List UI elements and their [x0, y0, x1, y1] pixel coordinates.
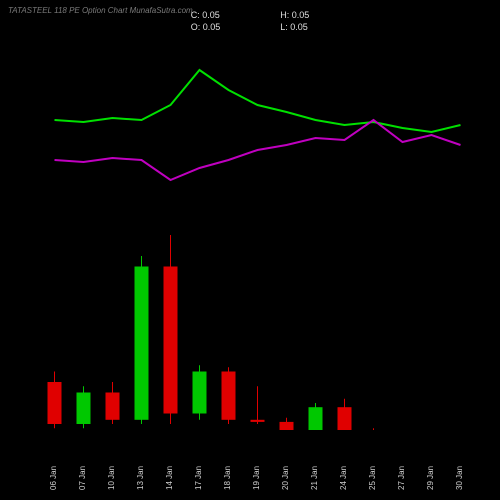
x-axis-label: 07 Jan: [78, 466, 87, 490]
ohlc-close: C: 0.05: [191, 10, 221, 20]
candle-body: [193, 372, 207, 414]
x-axis-label: 30 Jan: [455, 466, 464, 490]
chart-svg: [40, 50, 480, 430]
x-axis-label: 24 Jan: [339, 466, 348, 490]
x-axis-label: 27 Jan: [397, 466, 406, 490]
x-axis-labels: 06 Jan 07 Jan 10 Jan 13 Jan 14 Jan 17 Jan 18 J…: [40, 435, 480, 490]
x-axis-label: 06 Jan: [49, 466, 58, 490]
chart-area: [40, 50, 480, 430]
ohlc-readout: C: 0.05 O: 0.05 H: 0.05 L: 0.05: [0, 10, 500, 32]
indicator-line-1: [55, 70, 461, 132]
candle-body: [338, 407, 352, 430]
x-axis-label: 19 Jan: [252, 466, 261, 490]
x-axis-label: 21 Jan: [310, 466, 319, 490]
x-axis-label: 29 Jan: [426, 466, 435, 490]
candle-body: [48, 382, 62, 424]
x-axis-label: 14 Jan: [165, 466, 174, 490]
x-axis-label: 18 Jan: [223, 466, 232, 490]
x-axis-label: 25 Jan: [368, 466, 377, 490]
candle-body: [280, 422, 294, 430]
candle-body: [77, 393, 91, 425]
x-axis-label: 13 Jan: [136, 466, 145, 490]
candle-body: [251, 420, 265, 422]
ohlc-low: L: 0.05: [280, 22, 309, 32]
x-axis-label: 20 Jan: [281, 466, 290, 490]
x-axis-label: 10 Jan: [107, 466, 116, 490]
indicator-line-2: [55, 120, 461, 180]
candle-body: [164, 267, 178, 414]
x-axis-label: 17 Jan: [194, 466, 203, 490]
candle-body: [222, 372, 236, 420]
candle-body: [309, 407, 323, 430]
candle-body: [106, 393, 120, 420]
ohlc-high: H: 0.05: [280, 10, 309, 20]
ohlc-col1: C: 0.05 O: 0.05: [191, 10, 221, 32]
ohlc-col2: H: 0.05 L: 0.05: [280, 10, 309, 32]
candle-body: [135, 267, 149, 420]
ohlc-open: O: 0.05: [191, 22, 221, 32]
